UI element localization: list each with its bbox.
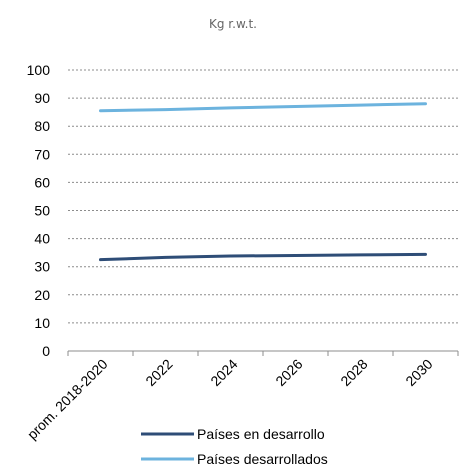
x-tick-label: 2024 <box>207 356 240 389</box>
y-tick-label: 100 <box>27 62 51 78</box>
legend-label-0: Países en desarrollo <box>197 426 325 442</box>
y-tick-label: 30 <box>34 259 50 275</box>
series-line-1 <box>99 102 427 113</box>
x-tick-label: 2028 <box>337 356 370 389</box>
gridlines <box>68 69 458 324</box>
y-tick-label: 10 <box>34 315 50 331</box>
legend: Países en desarrollo Países desarrollados <box>141 426 328 467</box>
legend-label-1: Países desarrollados <box>197 451 328 467</box>
x-tick-label: 2022 <box>142 356 175 389</box>
y-tick-label: 0 <box>42 343 50 359</box>
y-axis: 0 10 20 30 40 50 60 70 80 90 100 <box>27 62 51 359</box>
unit-label: Kg r.w.t. <box>209 17 257 31</box>
series-line-0 <box>99 252 427 262</box>
y-tick-label: 80 <box>34 118 50 134</box>
x-tick-label: 2026 <box>272 356 305 389</box>
y-tick-label: 70 <box>34 146 50 162</box>
x-tick-label: 2030 <box>402 356 435 389</box>
y-tick-label: 50 <box>34 203 50 219</box>
y-tick-label: 40 <box>34 231 50 247</box>
y-tick-label: 20 <box>34 287 50 303</box>
y-tick-label: 90 <box>34 90 50 106</box>
y-tick-label: 60 <box>34 174 50 190</box>
x-tick-label: prom. 2018-2020 <box>24 356 111 443</box>
series-group <box>99 102 427 262</box>
